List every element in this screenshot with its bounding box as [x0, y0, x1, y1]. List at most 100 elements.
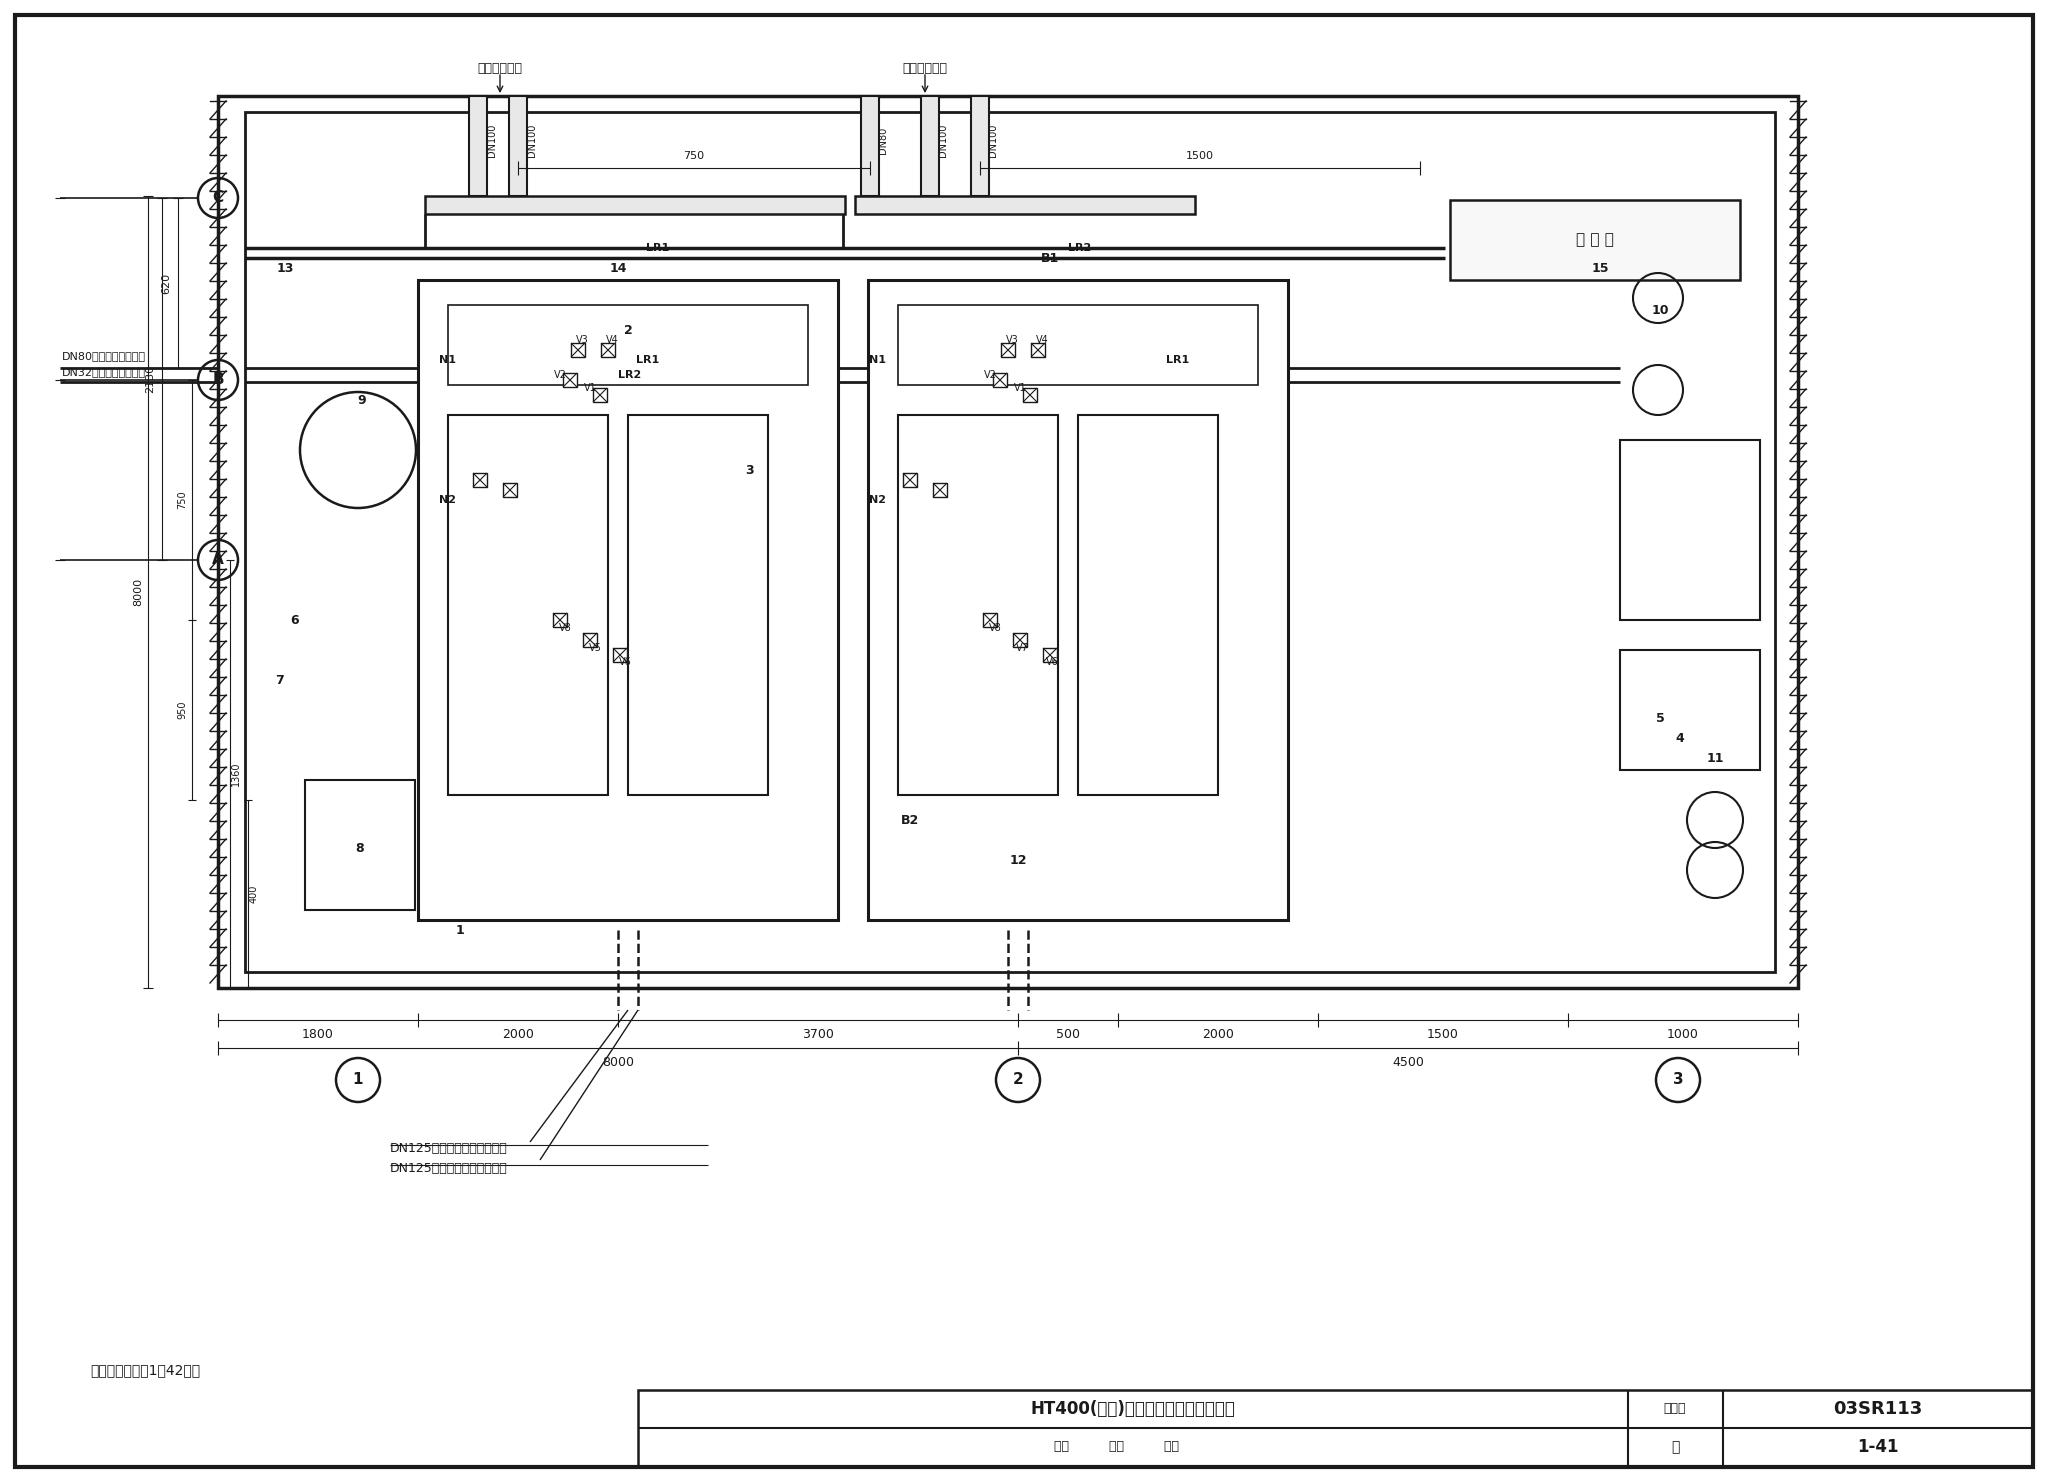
Text: C: C: [213, 191, 223, 206]
Text: 接末端供水管: 接末端供水管: [477, 61, 522, 74]
Bar: [922, 96, 938, 196]
Bar: [1014, 633, 1026, 648]
Bar: [449, 305, 809, 385]
Text: 2000: 2000: [1202, 1027, 1235, 1040]
Bar: [473, 473, 487, 488]
Text: LR2: LR2: [1069, 243, 1092, 253]
Text: 750: 750: [176, 491, 186, 510]
Text: 3: 3: [745, 464, 754, 477]
Bar: [426, 196, 846, 213]
Text: V7: V7: [1016, 643, 1028, 654]
Bar: [553, 614, 567, 627]
Text: DN100: DN100: [526, 123, 537, 157]
Text: DN80: DN80: [879, 126, 889, 154]
Text: 电 控 柜: 电 控 柜: [1577, 233, 1614, 247]
Bar: [217, 96, 1798, 988]
Bar: [305, 780, 416, 910]
Text: N1: N1: [868, 356, 885, 365]
Bar: [854, 196, 1194, 213]
Text: V6: V6: [618, 657, 631, 667]
Text: 1-41: 1-41: [1858, 1438, 1898, 1455]
Bar: [903, 473, 918, 488]
Text: 9: 9: [358, 394, 367, 406]
Text: LR1: LR1: [637, 356, 659, 365]
Text: 14: 14: [608, 261, 627, 274]
Bar: [1077, 415, 1219, 794]
Text: V8: V8: [559, 622, 571, 633]
Bar: [418, 280, 838, 920]
Text: V2: V2: [553, 370, 567, 379]
Text: 注：设备表见第1－42页。: 注：设备表见第1－42页。: [90, 1363, 201, 1377]
Text: 10: 10: [1651, 304, 1669, 317]
Text: V3: V3: [575, 335, 588, 345]
Text: 审核          校对          设计: 审核 校对 设计: [1053, 1441, 1202, 1454]
Text: 8000: 8000: [133, 578, 143, 606]
Text: V4: V4: [1036, 335, 1049, 345]
Bar: [612, 648, 627, 662]
Text: B1: B1: [1040, 252, 1059, 264]
Text: N2: N2: [438, 495, 455, 505]
Text: 接末端回水管: 接末端回水管: [903, 61, 948, 74]
Text: A: A: [213, 553, 223, 568]
Text: 15: 15: [1591, 261, 1610, 274]
Text: 11: 11: [1706, 751, 1724, 765]
Text: 1000: 1000: [1667, 1027, 1700, 1040]
Text: 4500: 4500: [1393, 1055, 1423, 1069]
Bar: [860, 96, 879, 196]
Text: 3700: 3700: [803, 1027, 834, 1040]
Bar: [993, 373, 1008, 387]
Text: V8: V8: [989, 622, 1001, 633]
Bar: [1042, 648, 1057, 662]
Text: LR2: LR2: [618, 370, 641, 379]
Text: DN32接生活热水回水管: DN32接生活热水回水管: [61, 368, 145, 376]
Text: V4: V4: [606, 335, 618, 345]
Text: V1: V1: [584, 382, 596, 393]
Text: 页: 页: [1671, 1441, 1679, 1454]
Text: 620: 620: [162, 273, 170, 293]
Text: DN125接能量提升系统供水管: DN125接能量提升系统供水管: [389, 1162, 508, 1175]
Bar: [1001, 342, 1016, 357]
Bar: [897, 415, 1059, 794]
Text: 2130: 2130: [145, 365, 156, 393]
Bar: [469, 96, 487, 196]
Text: DN100: DN100: [938, 123, 948, 157]
Text: HT400(二台)冷热源设备及管道平面图: HT400(二台)冷热源设备及管道平面图: [1030, 1400, 1235, 1418]
Bar: [1450, 200, 1741, 280]
Bar: [584, 633, 598, 648]
Text: 13: 13: [276, 261, 293, 274]
Bar: [1620, 651, 1759, 771]
Bar: [504, 483, 516, 496]
Text: 1: 1: [352, 1073, 362, 1088]
Bar: [1024, 388, 1036, 402]
Bar: [629, 415, 768, 794]
Bar: [1030, 342, 1044, 357]
Text: 6: 6: [291, 614, 299, 627]
Text: 950: 950: [176, 701, 186, 719]
Text: 03SR113: 03SR113: [1833, 1400, 1923, 1418]
Bar: [983, 614, 997, 627]
Text: 400: 400: [250, 885, 258, 903]
Bar: [449, 415, 608, 794]
Bar: [571, 342, 586, 357]
Text: B2: B2: [901, 814, 920, 827]
Text: 3: 3: [1673, 1073, 1683, 1088]
Text: 1500: 1500: [1427, 1027, 1458, 1040]
Text: DN100: DN100: [987, 123, 997, 157]
Bar: [897, 305, 1257, 385]
Text: LR1: LR1: [1167, 356, 1190, 365]
Bar: [971, 96, 989, 196]
Bar: [594, 388, 606, 402]
Text: 图集号: 图集号: [1663, 1402, 1686, 1415]
Text: DN100: DN100: [487, 123, 498, 157]
Bar: [510, 96, 526, 196]
Text: 1: 1: [455, 923, 465, 937]
Text: LR1: LR1: [647, 243, 670, 253]
Text: 8: 8: [356, 842, 365, 855]
Text: 7: 7: [276, 673, 285, 686]
Bar: [1620, 440, 1759, 619]
Bar: [868, 280, 1288, 920]
Text: 500: 500: [1057, 1027, 1079, 1040]
Text: 8000: 8000: [602, 1055, 635, 1069]
Text: 750: 750: [684, 151, 705, 162]
Text: V2: V2: [983, 370, 997, 379]
